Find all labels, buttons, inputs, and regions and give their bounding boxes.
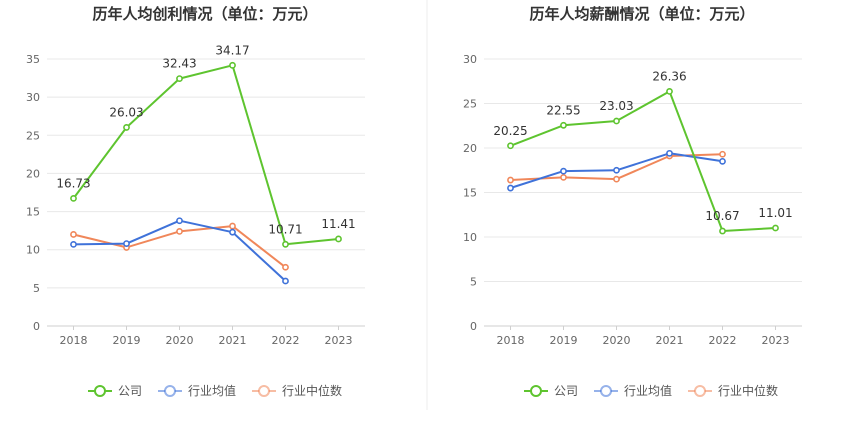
company-series-line [72,64,339,246]
data-label: 26.36 [652,69,686,83]
x-tick-label: 2020 [166,334,194,347]
industry_median-point [507,176,514,184]
legend-label: 公司 [554,384,578,398]
y-tick-label: 35 [26,53,40,66]
chart-panel-2: 历年人均薪酬情况（单位：万元） 0 5 10 15 20 25 30 2018 2019 2020 2… [463,5,802,398]
legend-item-industry_median: 行业中位数 [252,383,342,398]
legend-marker-icon [600,385,612,397]
y-tick-label: 0 [33,320,40,333]
x-tick-label: 2023 [762,334,790,347]
legend-label: 公司 [118,384,142,398]
x-tick-label: 2018 [60,334,88,347]
company-point [719,227,726,235]
x-tick-label: 2021 [219,334,247,347]
x-tick-label: 2021 [656,334,684,347]
legend-marker-icon [164,385,176,397]
x-tick-label: 2022 [709,334,737,347]
company-point [176,75,183,83]
y-tick-label: 10 [463,231,477,244]
industry_avg-point [507,184,514,192]
x-tick-label: 2018 [497,334,525,347]
company-point [70,194,77,202]
y-tick-label: 15 [463,187,477,200]
x-tick-label: 2019 [113,334,141,347]
data-label: 22.55 [546,103,580,117]
industry_avg-point [176,217,183,225]
x-tick-label: 2020 [603,334,631,347]
y-tick-label: 5 [470,276,477,289]
company-point [772,224,779,232]
legend-item-industry_avg: 行业均值 [158,383,236,398]
industry_median-point [70,231,77,238]
y-tick-label: 25 [463,98,477,111]
industry_avg-point [719,157,726,165]
company-point [613,117,620,125]
chart-title: 历年人均创利情况（单位：万元） [92,5,317,23]
legend-label: 行业均值 [624,383,672,398]
industry_median-point [560,173,567,181]
industry_avg-point [613,166,620,174]
company-series-line [510,90,776,232]
industry_median-point [719,150,726,158]
legend-marker-icon [694,385,706,397]
legend-label: 行业均值 [188,383,236,398]
chart-title: 历年人均薪酬情况（单位：万元） [529,5,754,23]
company-point [507,142,514,150]
y-tick-label: 30 [463,53,477,66]
data-label: 16.73 [56,176,90,190]
legend-label: 行业中位数 [718,383,778,398]
company-point [229,61,236,69]
data-label: 34.17 [215,43,249,57]
industry_avg-point [282,277,289,285]
company-point [666,87,673,95]
company-point [560,121,567,129]
industry_median-point [176,228,183,235]
data-label: 26.03 [109,105,143,119]
data-label: 11.41 [321,217,355,231]
data-label: 32.43 [162,57,196,71]
data-label: 10.71 [268,222,302,236]
chart-panel-1: 历年人均创利情况（单位：万元） 0 5 10 15 20 25 30 35 2018 2019 202… [26,5,365,398]
y-tick-label: 20 [463,142,477,155]
x-tick-label: 2023 [325,334,353,347]
legend-item-industry_avg: 行业均值 [594,383,672,398]
legend-marker-icon [530,385,542,397]
industry_avg-point [70,240,77,248]
y-tick-label: 15 [26,206,40,219]
y-tick-label: 25 [26,129,40,142]
data-label: 20.25 [493,124,527,138]
legend-item-company: 公司 [88,384,142,398]
legend-marker-icon [94,385,106,397]
industry_median-point [613,175,620,183]
data-label: 23.03 [599,99,633,113]
industry_avg-point [666,149,673,157]
y-tick-label: 10 [26,244,40,257]
y-tick-label: 0 [470,320,477,333]
x-tick-label: 2019 [550,334,578,347]
y-tick-label: 5 [33,282,40,295]
industry_median-point [229,222,236,230]
industry_avg-point [229,228,236,236]
company-point [123,124,130,131]
legend-item-company: 公司 [524,384,578,398]
x-tick-label: 2022 [272,334,300,347]
data-label: 10.67 [705,209,739,223]
company-point [282,240,289,248]
industry_avg-point [560,167,567,175]
legend-label: 行业中位数 [282,383,342,398]
y-tick-label: 20 [26,167,40,180]
company-point [335,235,342,243]
industry_avg-point [123,240,130,248]
legend-marker-icon [258,385,270,397]
legend-item-industry_median: 行业中位数 [688,383,778,398]
data-label: 11.01 [758,206,792,220]
y-tick-label: 30 [26,91,40,104]
industry_median-point [282,263,289,271]
